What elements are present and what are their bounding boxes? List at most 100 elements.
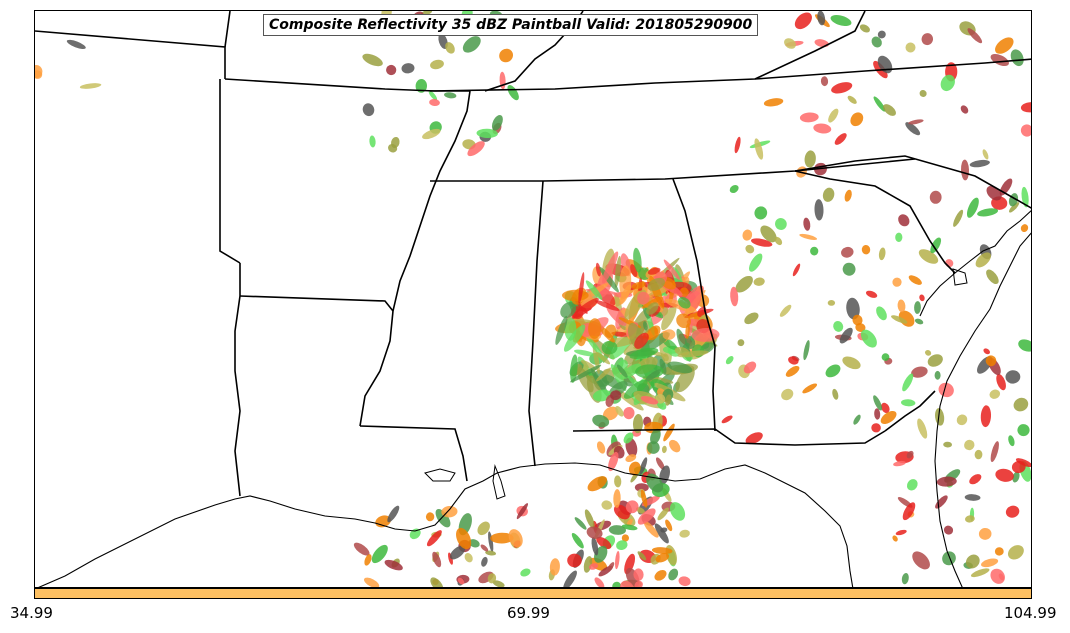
reflectivity-blob	[588, 563, 599, 570]
reflectivity-blob	[626, 518, 633, 527]
map-title: Composite Reflectivity 35 dBZ Paintball …	[263, 14, 759, 36]
reflectivity-blob	[409, 528, 421, 540]
reflectivity-blob	[669, 439, 681, 453]
reflectivity-blob	[623, 379, 648, 399]
reflectivity-blob	[990, 568, 1005, 584]
reflectivity-blob	[1013, 397, 1029, 412]
reflectivity-blob	[995, 37, 1014, 54]
reflectivity-blob	[914, 301, 921, 314]
reflectivity-blob	[35, 70, 43, 79]
reflectivity-blob	[781, 388, 794, 401]
reflectivity-blob	[491, 115, 503, 131]
reflectivity-blob	[794, 12, 812, 30]
reflectivity-blob	[444, 92, 457, 99]
reflectivity-blob	[1020, 102, 1031, 113]
reflectivity-blob	[785, 365, 800, 377]
reflectivity-blob	[643, 520, 659, 538]
reflectivity-blob	[878, 247, 886, 261]
reflectivity-blob	[873, 395, 883, 411]
colorbar	[34, 588, 1032, 599]
reflectivity-blob	[799, 233, 818, 240]
reflectivity-blob	[678, 296, 691, 309]
reflectivity-blob	[464, 553, 473, 563]
reflectivity-blob	[969, 474, 982, 485]
reflectivity-blob	[507, 85, 519, 101]
reflectivity-blob	[578, 272, 585, 305]
reflectivity-blob	[625, 454, 637, 463]
reflectivity-blob	[792, 263, 801, 277]
reflectivity-blob	[754, 138, 764, 160]
reflectivity-blob	[977, 208, 999, 217]
reflectivity-blob	[1012, 471, 1020, 483]
reflectivity-blob	[930, 237, 942, 254]
border-al-fl	[572, 428, 886, 446]
reflectivity-blob	[871, 36, 882, 48]
lake-pontchartrain	[424, 468, 456, 482]
reflectivity-blob	[621, 524, 638, 531]
border-ga-sc	[794, 170, 956, 274]
reflectivity-blob	[935, 408, 945, 426]
reflectivity-blob	[788, 356, 799, 365]
reflectivity-blob	[964, 439, 975, 451]
reflectivity-blob	[725, 356, 734, 365]
reflectivity-blob	[520, 568, 531, 577]
colorbar-tick-mid: 69.99	[507, 604, 550, 622]
reflectivity-blob	[603, 406, 619, 421]
reflectivity-blob	[918, 249, 939, 264]
reflectivity-blob	[650, 428, 661, 445]
reflectivity-blob	[574, 517, 587, 530]
border-ok-ar	[219, 79, 241, 264]
reflectivity-blob	[587, 476, 608, 492]
reflectivity-blob	[668, 568, 679, 581]
reflectivity-blob	[572, 297, 599, 319]
reflectivity-blob	[753, 277, 765, 286]
reflectivity-blob	[634, 580, 643, 587]
reflectivity-blob	[969, 159, 990, 168]
reflectivity-blob	[628, 461, 641, 476]
border-ga-fl-east	[884, 390, 936, 432]
reflectivity-blob	[604, 324, 617, 338]
reflectivity-blob	[592, 414, 610, 428]
border-mo-east	[224, 78, 470, 92]
reflectivity-blob	[730, 286, 739, 307]
reflectivity-blob	[967, 28, 983, 44]
reflectivity-blob	[362, 103, 375, 117]
reflectivity-blob	[820, 76, 829, 87]
reflectivity-blob	[833, 321, 844, 332]
reflectivity-blob	[802, 383, 818, 394]
reflectivity-blob	[570, 354, 578, 383]
reflectivity-blob	[637, 551, 647, 561]
reflectivity-blob	[1015, 458, 1031, 468]
reflectivity-blob	[462, 36, 481, 53]
reflectivity-blob	[925, 350, 932, 356]
reflectivity-blob	[362, 53, 383, 67]
reflectivity-blob	[585, 335, 603, 356]
reflectivity-blob	[621, 534, 630, 542]
reflectivity-blob	[387, 505, 400, 523]
reflectivity-blob	[623, 407, 635, 420]
reflectivity-blob	[898, 214, 910, 227]
reflectivity-blob	[596, 352, 611, 365]
reflectivity-blob	[448, 552, 453, 565]
reflectivity-blob	[908, 275, 922, 285]
reflectivity-blob	[912, 551, 930, 570]
reflectivity-blob	[830, 15, 852, 26]
reflectivity-blob	[384, 559, 403, 571]
reflectivity-blob	[842, 262, 856, 276]
reflectivity-blob	[662, 329, 676, 340]
reflectivity-blob	[608, 525, 626, 535]
reflectivity-blob	[966, 197, 979, 218]
reflectivity-blob	[803, 340, 810, 361]
reflectivity-blob	[841, 246, 854, 258]
reflectivity-blob	[996, 373, 1006, 391]
reflectivity-blob	[563, 324, 586, 352]
reflectivity-blob	[516, 503, 529, 520]
reflectivity-blob	[817, 11, 826, 26]
reflectivity-blob	[596, 441, 606, 454]
reflectivity-blob	[643, 321, 648, 331]
reflectivity-blob	[665, 394, 672, 406]
reflectivity-blob	[659, 358, 667, 374]
mobile-bay	[492, 464, 506, 500]
reflectivity-blob	[901, 572, 909, 585]
border-tx-la	[234, 263, 241, 497]
